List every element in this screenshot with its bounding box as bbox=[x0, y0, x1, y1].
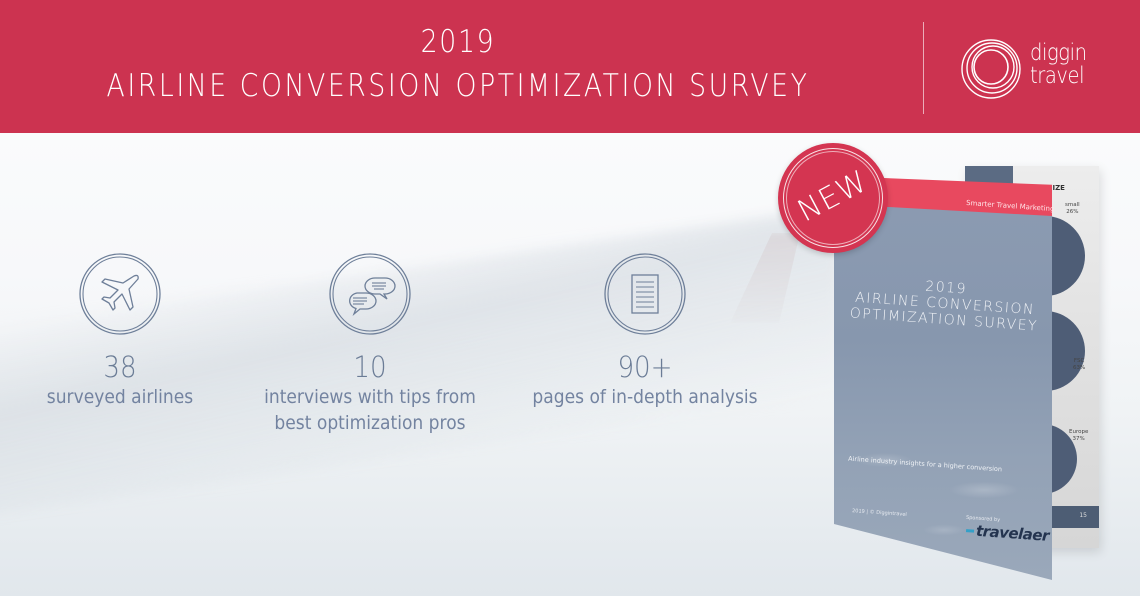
title-main: AIRLINE CONVERSION OPTIMIZATION SURVEY bbox=[106, 68, 810, 104]
page-number: 15 bbox=[1079, 512, 1087, 519]
stat-interviews: 10 interviews with tips from best optimi… bbox=[240, 252, 500, 436]
concentric-rings-icon bbox=[961, 39, 1021, 99]
stat-label: surveyed airlines bbox=[46, 386, 194, 408]
back-label-small: small 26% bbox=[1065, 202, 1080, 215]
header-banner: 2019 AIRLINE CONVERSION OPTIMIZATION SUR… bbox=[0, 0, 1140, 133]
logo-text: diggin travel bbox=[1030, 42, 1087, 88]
stat-label: pages of in-depth analysis bbox=[532, 386, 758, 408]
stat-pages: 90+ pages of in-depth analysis bbox=[510, 252, 780, 410]
stat-label-line-1: interviews with tips from bbox=[264, 386, 476, 408]
back-label-fsc: FSC 63% bbox=[1073, 358, 1086, 371]
header-divider bbox=[923, 22, 924, 114]
stat-label-line-2: best optimization pros bbox=[274, 412, 466, 434]
logo-line-2: travel bbox=[1030, 63, 1085, 89]
stat-number: 38 bbox=[103, 350, 137, 384]
new-badge: NEW bbox=[778, 143, 888, 253]
document-icon bbox=[604, 253, 686, 335]
title-year: 2019 bbox=[420, 24, 496, 60]
new-badge-label: NEW bbox=[792, 163, 874, 230]
stat-surveyed-airlines: 38 surveyed airlines bbox=[20, 252, 220, 410]
diggintravel-logo[interactable]: diggin travel bbox=[958, 34, 1118, 104]
chat-bubbles-icon bbox=[329, 253, 411, 335]
logo-line-1: diggin bbox=[1030, 40, 1087, 66]
airplane-icon bbox=[79, 253, 161, 335]
stat-number: 90+ bbox=[617, 350, 673, 384]
page-title: 2019 AIRLINE CONVERSION OPTIMIZATION SUR… bbox=[0, 20, 916, 108]
stat-number: 10 bbox=[353, 350, 387, 384]
back-label-europe: Europe 37% bbox=[1069, 429, 1089, 442]
